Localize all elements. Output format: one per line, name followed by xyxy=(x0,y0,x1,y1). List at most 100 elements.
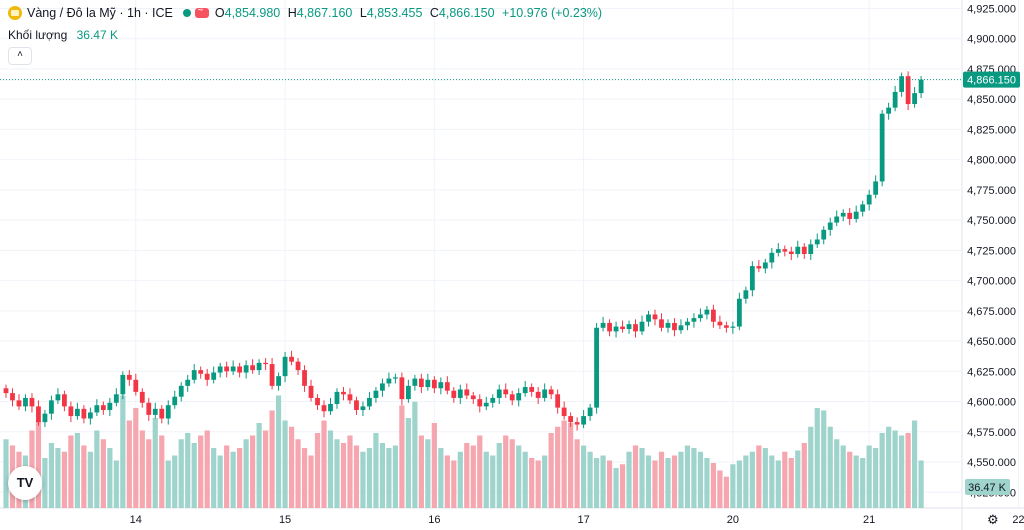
volume-bar xyxy=(126,420,132,508)
volume-bar xyxy=(555,426,561,508)
candle-body xyxy=(191,370,197,380)
volume-bar xyxy=(263,430,269,508)
candle-body xyxy=(256,362,262,371)
candle-body xyxy=(600,322,606,328)
candle-body xyxy=(704,309,710,315)
volume-bar xyxy=(412,401,418,508)
volume-bar xyxy=(684,445,691,508)
candle-body xyxy=(373,390,379,398)
volume-bar xyxy=(431,423,437,508)
price-tick-label: 4,800.000 xyxy=(967,155,1016,167)
volume-bar xyxy=(568,423,574,508)
time-tick-label: 15 xyxy=(279,514,291,526)
last-price-label: 4,866.150 xyxy=(963,71,1020,88)
volume-bar xyxy=(860,458,866,508)
gold-coin-icon[interactable] xyxy=(8,6,22,20)
volume-bar xyxy=(444,455,450,508)
candle-body xyxy=(899,76,905,92)
volume-bar xyxy=(853,455,859,508)
volume-label: Khối lượng xyxy=(8,28,68,42)
volume-bar xyxy=(275,395,282,508)
time-axis[interactable]: 14 15 16 17 20 21 22 xyxy=(130,514,1024,526)
volume-bar xyxy=(730,464,736,508)
candle-body xyxy=(769,252,775,263)
volume-bar xyxy=(847,451,853,508)
candle-body xyxy=(535,391,541,398)
volume-bar xyxy=(756,445,762,508)
volume-bar xyxy=(237,448,243,508)
candle-body xyxy=(100,405,106,411)
candle-body xyxy=(555,394,561,408)
candle-body xyxy=(717,321,723,326)
volume-bar xyxy=(762,448,768,508)
candle-body xyxy=(659,319,664,328)
candle-body xyxy=(250,365,256,371)
candle-body xyxy=(42,413,48,423)
candle-body xyxy=(795,246,801,254)
volume-bar xyxy=(496,443,502,508)
volume-bars xyxy=(3,395,924,508)
volume-bar xyxy=(94,430,100,508)
legend-header: Vàng / Đô la Mỹ · 1h · ICE O4,854.980 H4… xyxy=(8,4,602,20)
candle-body xyxy=(438,382,444,389)
data-mode-icon[interactable] xyxy=(194,4,209,18)
volume-bar xyxy=(613,468,619,508)
volume-bar xyxy=(490,455,496,508)
candle-body xyxy=(905,76,911,105)
volume-bar xyxy=(606,460,613,508)
settings-gear-icon[interactable]: ⚙ xyxy=(987,512,999,527)
candle-body xyxy=(74,408,80,417)
volume-bar xyxy=(87,451,93,508)
volume-bar xyxy=(710,463,717,508)
candle-body xyxy=(393,377,398,379)
volume-bar xyxy=(191,443,197,508)
candle-body xyxy=(587,407,593,417)
candle-body xyxy=(451,390,457,398)
volume-bar xyxy=(353,445,360,508)
candle-body xyxy=(178,385,184,397)
tradingview-logo[interactable]: TV xyxy=(8,466,42,500)
collapse-legend-button[interactable]: ˄ xyxy=(8,47,32,65)
candle-body xyxy=(483,402,489,407)
volume-bar xyxy=(178,439,184,508)
candle-body xyxy=(464,389,470,396)
market-status-icon[interactable] xyxy=(182,9,191,17)
candle-body xyxy=(211,372,217,380)
low-value: 4,853.455 xyxy=(366,6,423,20)
candle-body xyxy=(360,406,366,411)
volume-bar xyxy=(321,420,327,508)
price-tick-label: 4,650.000 xyxy=(967,336,1016,348)
volume-bar xyxy=(288,426,295,508)
volume-bar xyxy=(665,458,671,508)
volume-bar xyxy=(886,426,892,508)
volume-bar xyxy=(626,451,632,508)
volume-bar xyxy=(243,439,249,508)
volume-bar xyxy=(827,426,833,508)
candle-body xyxy=(347,394,353,401)
symbol-title[interactable]: Vàng / Đô la Mỹ · 1h · ICE xyxy=(27,6,173,20)
candle-body xyxy=(94,405,100,413)
time-tick-label: 21 xyxy=(863,514,875,526)
candle-body xyxy=(821,229,827,240)
volume-bar xyxy=(48,443,55,508)
volume-bar xyxy=(159,435,165,508)
volume-bar xyxy=(282,420,288,508)
candle-body xyxy=(886,107,892,114)
volume-bar xyxy=(548,433,554,508)
candle-body xyxy=(548,389,554,395)
volume-bar xyxy=(308,455,314,508)
candle-body xyxy=(568,416,574,423)
volume-bar xyxy=(795,450,801,508)
candle-body xyxy=(152,408,158,415)
volume-bar xyxy=(3,439,9,508)
volume-bar xyxy=(821,410,827,508)
candle-body xyxy=(801,246,807,254)
candle-body xyxy=(892,91,898,108)
candle-body xyxy=(172,396,178,406)
candle-body xyxy=(918,79,924,94)
candle-body xyxy=(496,389,502,398)
candle-body xyxy=(672,322,677,331)
candle-body xyxy=(646,314,651,322)
candle-body xyxy=(723,325,729,328)
